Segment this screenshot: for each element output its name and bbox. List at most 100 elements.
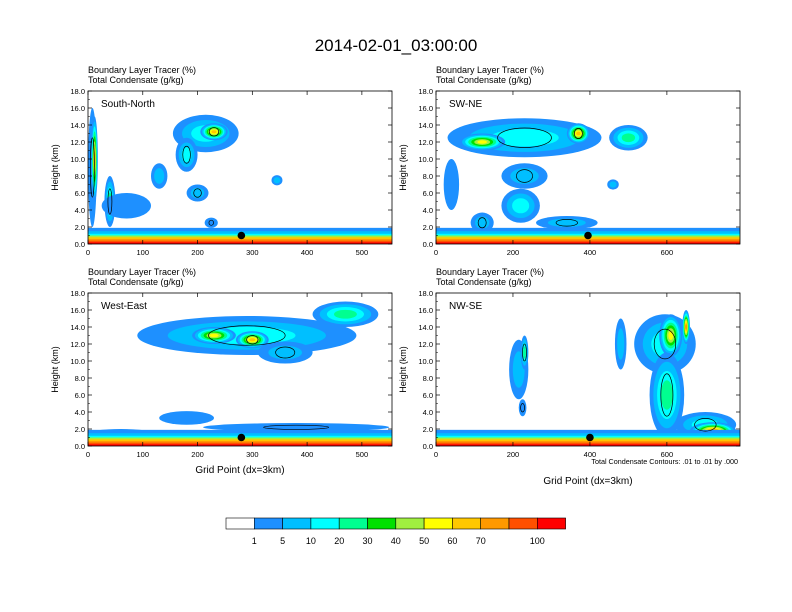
y-tick-label: 6.0	[423, 391, 433, 400]
tracer-fill	[249, 338, 256, 342]
x-tick-label: 0	[434, 248, 438, 257]
colorbar-box	[367, 517, 397, 530]
colorbar-label: 20	[334, 536, 344, 546]
colorbar-label: 60	[447, 536, 457, 546]
tracer-fill	[685, 324, 688, 330]
tracer-fill	[490, 129, 559, 147]
y-tick-label: 18.0	[70, 289, 85, 298]
plot-area	[436, 293, 740, 446]
x-tick-label: 200	[507, 248, 520, 257]
y-tick-label: 2.0	[75, 425, 85, 434]
condensate-contour	[522, 343, 527, 362]
x-tick-label: 0	[86, 248, 90, 257]
y-tick-label: 2.0	[75, 223, 85, 232]
tracer-fill	[204, 217, 218, 228]
y-tick-label: 18.0	[418, 289, 433, 298]
colorbar-box	[423, 517, 453, 530]
y-tick-label: 6.0	[75, 391, 85, 400]
colorbar-label: 10	[306, 536, 316, 546]
panel-header-line2: Total Condensate (g/kg)	[88, 75, 184, 85]
y-axis-label: Height (km)	[398, 346, 408, 393]
panel-label: South-North	[101, 99, 155, 110]
condensate-contour	[497, 127, 552, 148]
tracer-fill	[203, 423, 390, 432]
y-tick-label: 0.0	[423, 442, 433, 451]
tracer-fill	[159, 411, 214, 425]
y-tick-label: 12.0	[418, 340, 433, 349]
colorbar-box	[254, 517, 283, 530]
y-tick-label: 4.0	[75, 408, 85, 417]
condensate-contour	[208, 325, 286, 346]
panel-header-line2: Total Condensate (g/kg)	[436, 277, 532, 287]
condensate-contour	[275, 346, 296, 359]
condensate-contour	[208, 219, 214, 226]
y-tick-label: 8.0	[423, 374, 433, 383]
colorbar-label: 1	[252, 536, 257, 546]
x-axis-label: Grid Point (dx=3km)	[195, 465, 284, 476]
condensate-contour	[694, 418, 717, 432]
colorbar-box	[310, 517, 340, 530]
tracer-fill	[609, 181, 617, 188]
x-tick-label: 400	[584, 450, 597, 459]
y-tick-label: 8.0	[75, 374, 85, 383]
condensate-contour	[516, 169, 533, 183]
y-tick-label: 4.0	[423, 408, 433, 417]
y-tick-label: 8.0	[75, 172, 85, 181]
condensate-contour	[573, 128, 583, 139]
x-tick-label: 500	[356, 248, 369, 257]
y-tick-label: 4.0	[75, 206, 85, 215]
plot-area	[88, 91, 392, 244]
y-tick-label: 4.0	[423, 206, 433, 215]
x-tick-label: 0	[434, 450, 438, 459]
colorbar-box	[282, 517, 312, 530]
y-tick-label: 10.0	[418, 155, 433, 164]
colorbar-box	[452, 517, 481, 530]
x-tick-label: 400	[584, 248, 597, 257]
x-tick-label: 400	[301, 450, 314, 459]
condensate-contour	[520, 403, 525, 413]
x-tick-label: 200	[191, 248, 204, 257]
tracer-fill	[547, 218, 586, 227]
plot-background	[88, 91, 392, 244]
y-tick-label: 14.0	[418, 121, 433, 130]
tracer-fill	[477, 140, 488, 144]
location-marker	[584, 231, 592, 240]
tracer-fill	[518, 399, 527, 417]
tracer-fill	[334, 309, 357, 319]
tracer-fill	[154, 168, 165, 184]
panel-4: Boundary Layer Tracer (%)Total Condensat…	[398, 267, 741, 487]
x-tick-label: 0	[86, 450, 90, 459]
y-axis-label: Height (km)	[398, 144, 408, 191]
tracer-fill	[523, 346, 526, 359]
y-tick-label: 0.0	[75, 240, 85, 249]
tracer-fill	[443, 159, 460, 210]
x-tick-label: 500	[356, 450, 369, 459]
panel-header-line1: Boundary Layer Tracer (%)	[436, 267, 544, 277]
tracer-fill	[181, 147, 192, 163]
tracer-fill	[190, 187, 205, 199]
condensate-contour	[653, 328, 677, 360]
x-tick-label: 300	[246, 450, 259, 459]
tracer-fill	[668, 331, 674, 340]
colorbar-box	[536, 517, 566, 530]
x-tick-label: 100	[137, 450, 150, 459]
x-tick-label: 200	[191, 450, 204, 459]
panel-3: Boundary Layer Tracer (%)Total Condensat…	[50, 267, 393, 476]
boundary-layer-band	[88, 242, 392, 244]
x-tick-label: 600	[661, 450, 674, 459]
plot-area	[88, 293, 392, 446]
y-tick-label: 16.0	[70, 306, 85, 315]
location-marker	[237, 433, 246, 442]
boundary-layer-band	[436, 242, 740, 244]
x-tick-label: 600	[661, 248, 674, 257]
y-tick-label: 6.0	[423, 189, 433, 198]
panel-header-line2: Total Condensate (g/kg)	[88, 277, 184, 287]
y-tick-label: 18.0	[418, 87, 433, 96]
colorbar-box	[395, 517, 425, 530]
tracer-fill	[211, 130, 217, 134]
boundary-layer-band	[436, 444, 740, 446]
tracer-fill	[576, 131, 581, 136]
colorbar-box	[480, 517, 510, 530]
y-tick-label: 14.0	[70, 121, 85, 130]
y-tick-label: 8.0	[423, 172, 433, 181]
